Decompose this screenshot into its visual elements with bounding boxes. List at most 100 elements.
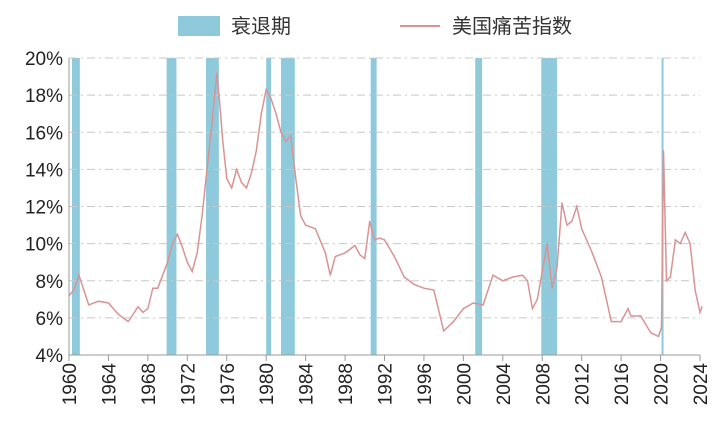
data-point <box>492 274 494 276</box>
data-point <box>383 239 386 241</box>
data-point <box>482 304 484 306</box>
data-point <box>640 315 642 317</box>
data-point <box>117 313 119 315</box>
data-point <box>541 270 543 273</box>
data-point <box>334 256 336 258</box>
data-point <box>657 335 660 338</box>
data-point <box>551 287 553 289</box>
data-point <box>206 168 208 170</box>
data-point <box>610 320 612 323</box>
x-tick-label: 2020 <box>652 363 673 405</box>
data-point <box>88 304 90 306</box>
y-tick-label: 10% <box>25 235 63 256</box>
x-tick-label: 1976 <box>218 363 239 405</box>
data-point <box>176 233 179 235</box>
data-point <box>423 287 425 289</box>
x-tick-label: 1972 <box>178 363 199 405</box>
data-point <box>290 135 292 137</box>
data-point <box>669 276 672 278</box>
data-point <box>546 243 548 245</box>
data-point <box>694 289 696 291</box>
data-point <box>329 274 331 276</box>
data-point <box>665 280 668 282</box>
x-tick-label: 1996 <box>415 363 436 405</box>
data-point <box>142 311 144 313</box>
data-point <box>369 220 371 222</box>
data-point <box>536 298 538 300</box>
data-point <box>576 205 578 208</box>
data-point <box>226 178 228 180</box>
data-point <box>222 140 224 143</box>
y-tick-label: 8% <box>36 272 64 293</box>
x-tick-label: 2024 <box>691 363 712 406</box>
y-tick-label: 4% <box>36 346 64 367</box>
data-point <box>662 150 665 152</box>
data-point <box>162 274 164 276</box>
y-tick-label: 20% <box>25 49 63 70</box>
data-point <box>270 98 272 100</box>
data-point <box>443 330 445 332</box>
data-point <box>344 252 346 254</box>
data-point <box>620 320 622 323</box>
y-tick-label: 6% <box>36 309 64 330</box>
data-point <box>627 307 629 310</box>
data-point <box>526 280 529 282</box>
data-point <box>305 224 307 226</box>
x-tick-label: 1992 <box>376 363 397 405</box>
data-point <box>571 220 573 222</box>
x-tick-label: 2000 <box>454 363 475 405</box>
data-point <box>452 320 455 323</box>
data-point <box>78 274 80 276</box>
data-point <box>295 178 297 180</box>
legend: 衰退期 美国痛苦指数 <box>178 15 572 38</box>
x-tick-label: 2016 <box>612 363 633 405</box>
data-point <box>255 150 257 152</box>
data-point <box>171 243 174 245</box>
x-tick-label: 1984 <box>297 363 318 406</box>
data-point <box>403 276 405 278</box>
data-point <box>219 103 221 106</box>
data-point <box>265 88 267 91</box>
recession-band <box>370 58 377 355</box>
data-point <box>472 302 474 304</box>
data-point <box>240 181 243 183</box>
data-point <box>73 289 75 291</box>
x-tick-label: 1968 <box>139 363 160 405</box>
data-point <box>275 113 277 115</box>
legend-label-recession: 衰退期 <box>231 15 291 38</box>
data-point <box>236 168 238 170</box>
data-point <box>566 224 568 226</box>
data-point <box>354 244 356 247</box>
x-tick-label: 2008 <box>533 363 554 405</box>
data-point <box>512 276 514 278</box>
data-point <box>152 287 154 289</box>
data-point <box>137 306 139 308</box>
data-point <box>689 243 691 245</box>
data-point <box>684 231 686 234</box>
data-point <box>186 261 188 263</box>
data-point <box>300 215 302 217</box>
data-point <box>374 239 376 241</box>
data-point <box>521 274 524 276</box>
data-point <box>201 215 203 217</box>
x-tick-label: 1988 <box>336 363 357 405</box>
x-tick-label: 2012 <box>573 363 594 405</box>
data-point <box>630 315 632 317</box>
data-point <box>147 307 149 310</box>
x-tick-label: 1980 <box>257 363 278 405</box>
y-tick-label: 12% <box>25 198 63 219</box>
data-point <box>107 302 110 304</box>
data-point <box>359 254 361 256</box>
data-point <box>378 237 381 239</box>
data-point <box>590 250 593 252</box>
data-point <box>701 306 703 308</box>
data-point <box>561 202 563 204</box>
y-tick-label: 18% <box>25 86 63 107</box>
data-point <box>196 252 198 254</box>
data-point <box>157 287 159 289</box>
data-point <box>211 122 213 124</box>
data-point <box>324 252 326 254</box>
x-tick-label: 2004 <box>494 363 515 406</box>
